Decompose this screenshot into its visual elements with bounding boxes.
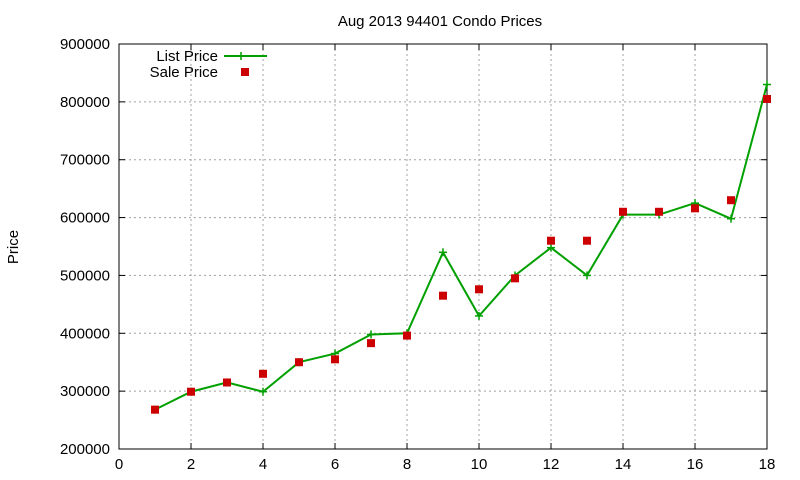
x-tick-label: 6 [331, 456, 339, 473]
x-tick-label: 10 [471, 456, 488, 473]
sale-price-point [367, 339, 375, 348]
sale-price-point [331, 355, 339, 364]
sale-price-point [187, 387, 195, 396]
x-tick-label: 4 [259, 456, 267, 473]
sale-price-point [547, 236, 555, 245]
list-price-point [547, 243, 555, 252]
list-price-line [154, 84, 768, 411]
x-tick-label: 18 [759, 456, 776, 473]
plot-frame [118, 43, 768, 450]
list-price-point [475, 311, 483, 320]
x-tick-label: 14 [615, 456, 632, 473]
list-price-point [439, 248, 447, 257]
sale-price-point [439, 291, 447, 300]
y-axis-label: Price [5, 230, 22, 264]
y-tick-label: 400000 [60, 325, 110, 342]
sale-price-point [655, 207, 663, 216]
sale-price-point [259, 369, 267, 378]
sale-price-point [727, 196, 735, 205]
sale-price-point [763, 94, 771, 103]
list-price-point [367, 330, 375, 339]
list-price-point [583, 271, 591, 280]
sale-price-point [295, 358, 303, 367]
list-price-point [763, 80, 771, 89]
sale-price-point [151, 405, 159, 414]
list-price-point [727, 214, 735, 223]
legend-label-sale-price: Sale Price [150, 64, 218, 81]
x-tick-label: 16 [687, 456, 704, 473]
sale-price-point [619, 207, 627, 216]
sale-price-point [223, 378, 231, 387]
plot-area [151, 80, 771, 414]
axes: 0 2 4 6 8 10 12 14 16 18 200000 300000 400000 500000 6… [60, 36, 775, 473]
y-tick-label: 500000 [60, 267, 110, 284]
sale-price-point [511, 274, 519, 283]
y-tick-label: 300000 [60, 383, 110, 400]
list-price-point [259, 387, 267, 396]
x-tick-label: 0 [115, 456, 123, 473]
sale-price-point [583, 236, 591, 245]
grid [119, 44, 767, 449]
y-tick-label: 700000 [60, 152, 110, 169]
y-tick-label: 600000 [60, 210, 110, 227]
x-tick-label: 8 [403, 456, 411, 473]
legend-marker-sale-price [241, 68, 249, 76]
y-tick-label: 800000 [60, 94, 110, 111]
x-tick-label: 2 [187, 456, 195, 473]
sale-price-point [403, 331, 411, 340]
sale-price-point [475, 285, 483, 294]
chart-title: Aug 2013 94401 Condo Prices [338, 13, 542, 30]
y-tick-label: 900000 [60, 36, 110, 53]
x-tick-label: 12 [543, 456, 560, 473]
y-tick-label: 200000 [60, 441, 110, 458]
legend-label-list-price: List Price [156, 48, 218, 65]
sale-price-point [691, 204, 699, 213]
